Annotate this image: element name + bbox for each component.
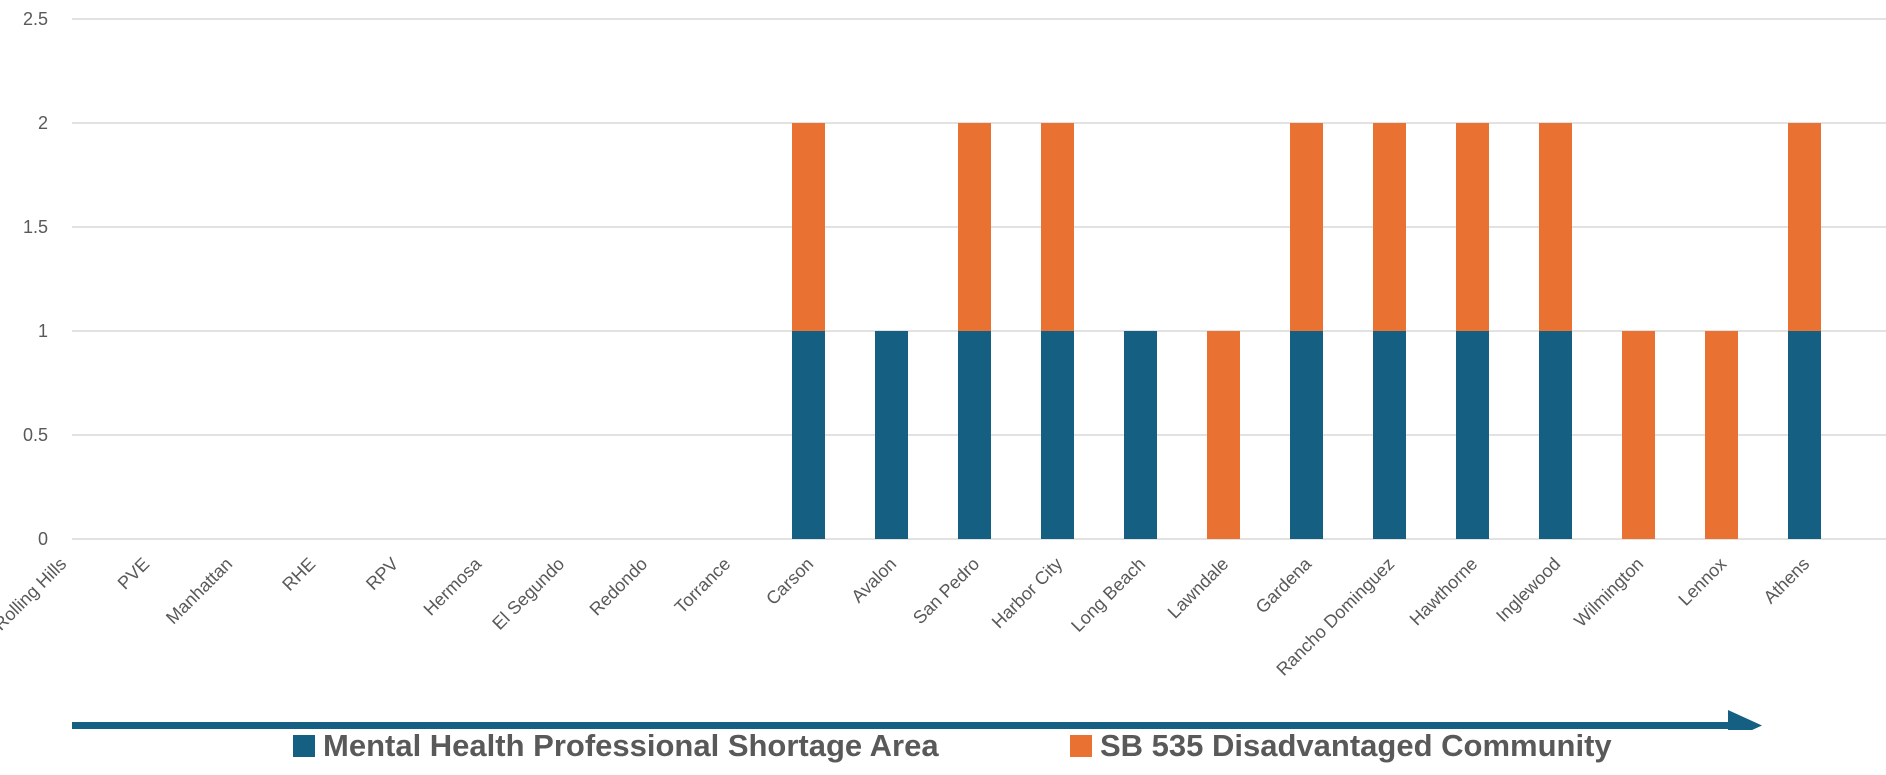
x-tick-label: San Pedro — [909, 554, 983, 628]
x-tick-label: Lawndale — [1164, 554, 1233, 623]
bar-segment-mhpsa — [792, 331, 825, 539]
bar-segment-mhpsa — [1456, 331, 1489, 539]
y-axis-ticks: 0 0.5 1 1.5 2 2.5 — [23, 9, 48, 549]
legend-item-mhpsa: Mental Health Professional Shortage Area — [293, 728, 939, 764]
arrow-head — [1728, 710, 1762, 730]
x-tick-label: El Segundo — [488, 554, 568, 634]
bar-segment-mhpsa — [958, 331, 991, 539]
bar-segment-mhpsa — [875, 331, 908, 539]
bar-segment-sb535 — [792, 123, 825, 331]
bars — [792, 123, 1821, 539]
x-tick-label: Hawthorne — [1406, 554, 1482, 630]
bar-segment-sb535 — [1539, 123, 1572, 331]
legend: Mental Health Professional Shortage Area… — [0, 728, 1886, 772]
arrow-shaft — [72, 722, 1732, 729]
legend-label-sb535: SB 535 Disadvantaged Community — [1100, 728, 1612, 763]
bar-segment-sb535 — [1705, 331, 1738, 539]
bar-segment-mhpsa — [1290, 331, 1323, 539]
bar-segment-sb535 — [1788, 123, 1821, 331]
bar-segment-mhpsa — [1373, 331, 1406, 539]
bar-segment-sb535 — [1041, 123, 1074, 331]
x-tick-label: Torrance — [671, 554, 735, 618]
bar-segment-mhpsa — [1788, 331, 1821, 539]
x-tick-label: PVE — [114, 554, 154, 594]
bar-segment-mhpsa — [1539, 331, 1572, 539]
x-tick-label: Manhattan — [162, 554, 236, 628]
bar-segment-sb535 — [1622, 331, 1655, 539]
stacked-bar-chart: 0 0.5 1 1.5 2 2.5 Rolling Hills PVE Manhattan RH… — [0, 9, 1886, 730]
legend-label-mhpsa: Mental Health Professional Shortage Area — [323, 728, 939, 763]
x-tick-label: Long Beach — [1067, 554, 1149, 636]
bar-segment-sb535 — [1373, 123, 1406, 331]
x-tick-label: Hermosa — [420, 553, 486, 619]
bar-segment-sb535 — [958, 123, 991, 331]
legend-swatch-sb535 — [1070, 735, 1092, 757]
x-tick-label: Wilmington — [1570, 554, 1647, 631]
y-tick-label: 2.5 — [23, 9, 48, 29]
bar-segment-mhpsa — [1041, 331, 1074, 539]
x-tick-label: Athens — [1760, 554, 1814, 608]
y-tick-label: 0.5 — [23, 425, 48, 445]
bar-segment-mhpsa — [1124, 331, 1157, 539]
x-tick-label: Carson — [762, 554, 817, 609]
x-tick-label: Rolling Hills — [0, 554, 70, 635]
legend-item-sb535: SB 535 Disadvantaged Community — [1070, 728, 1612, 764]
bar-segment-sb535 — [1456, 123, 1489, 331]
y-tick-label: 1.5 — [23, 217, 48, 237]
x-tick-label: RPV — [362, 554, 402, 594]
x-tick-label: Harbor City — [988, 554, 1067, 633]
bar-segment-sb535 — [1207, 331, 1240, 539]
x-tick-label: Redondo — [586, 554, 652, 620]
y-tick-label: 2 — [38, 113, 48, 133]
x-tick-label: RHE — [278, 554, 319, 595]
y-tick-label: 0 — [38, 529, 48, 549]
x-axis-labels: Rolling Hills PVE Manhattan RHE RPV Hermosa El… — [0, 553, 1813, 680]
y-tick-label: 1 — [38, 321, 48, 341]
progression-arrow — [72, 710, 1762, 730]
legend-swatch-mhpsa — [293, 735, 315, 757]
x-tick-label: Avalon — [847, 554, 900, 607]
x-tick-label: Lennox — [1674, 554, 1730, 610]
bar-segment-sb535 — [1290, 123, 1323, 331]
x-tick-label: Gardena — [1252, 553, 1316, 617]
x-tick-label: Inglewood — [1492, 554, 1564, 626]
